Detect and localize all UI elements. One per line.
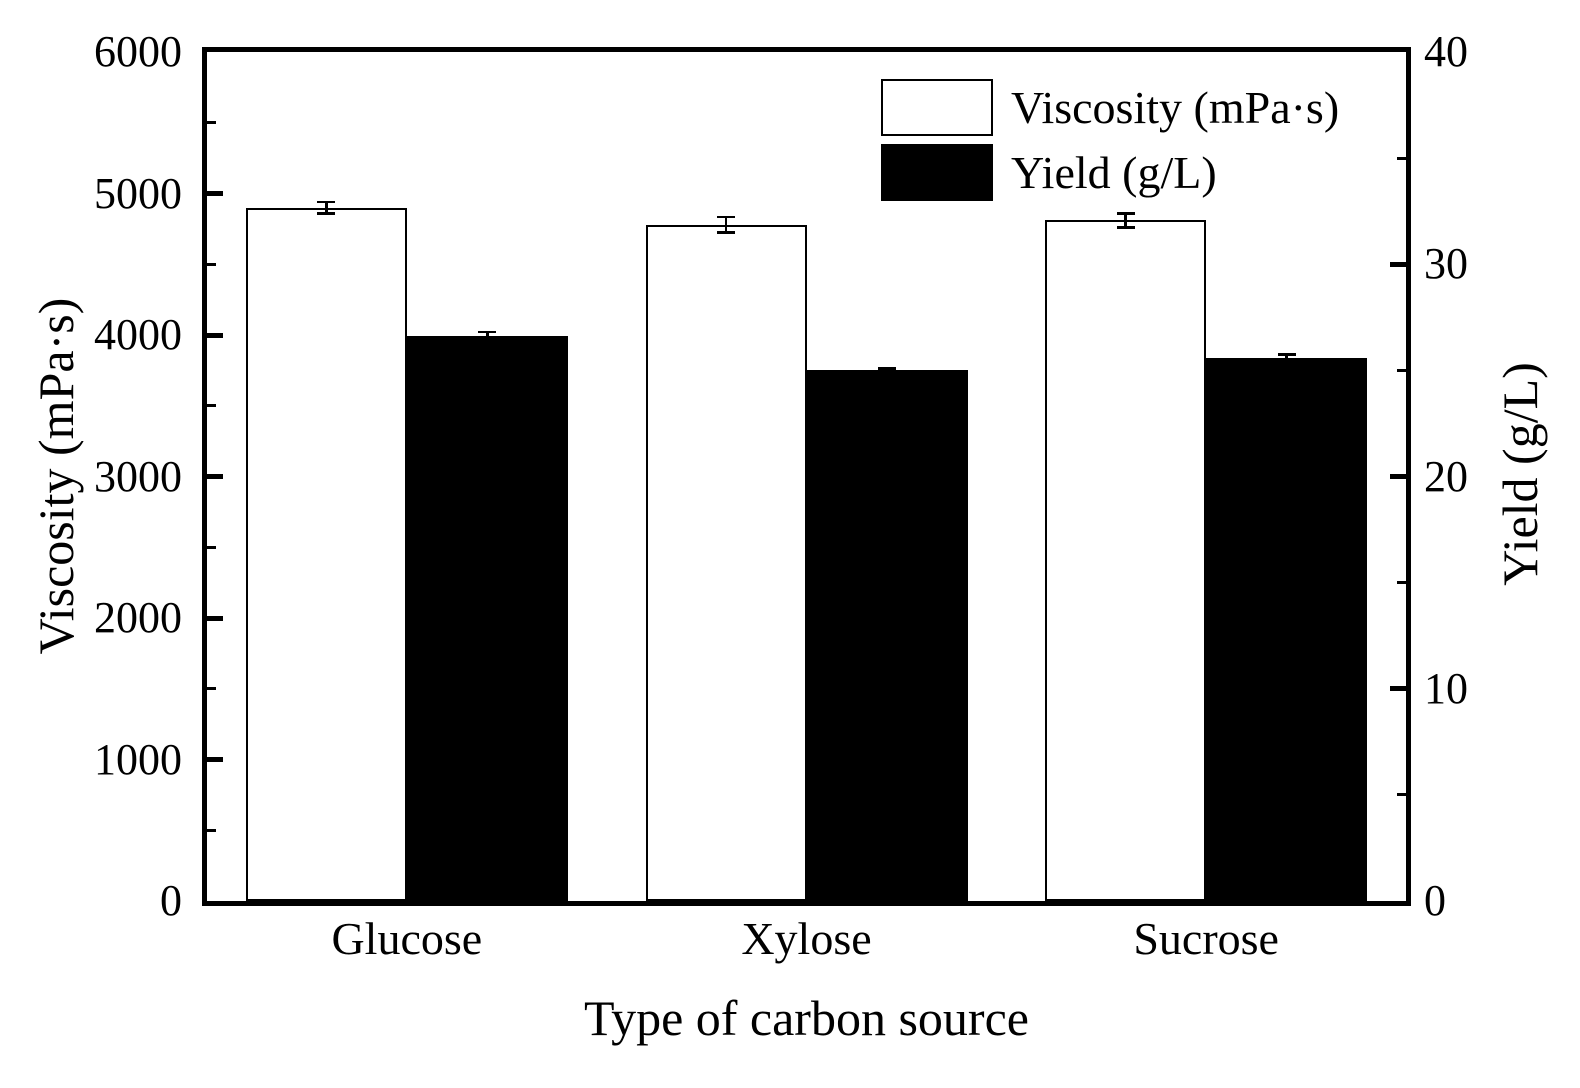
right-axis-title: Yield (g/L) [1492,362,1548,586]
errorbar-viscosity-xylose-line [724,216,728,233]
left-axis-tick-label: 4000 [94,310,182,359]
left-axis-major-tick [207,757,223,762]
plot-area: Viscosity (mPa·s) Yield (g/L) 0 1000 2000 3… [94,29,1468,962]
errorbar-viscosity-sucrose-cap-top [1116,212,1135,215]
legend-item-yield: Yield (g/L) [881,144,1217,201]
legend-swatch-viscosity [881,79,993,136]
legend-label-yield: Yield (g/L) [1011,147,1217,198]
errorbar-yield-xylose-cap-bottom [878,371,896,374]
errorbar-viscosity-sucrose-line [1124,213,1127,228]
right-axis-tick-label: 40 [1424,27,1468,76]
errorbar-yield-sucrose-line [1285,354,1288,361]
left-axis-major-tick [207,474,223,479]
errorbar-viscosity-xylose-cap-top [717,215,735,219]
left-axis-major-tick [207,332,223,338]
bar-viscosity-sucrose [1045,220,1207,901]
bar-viscosity-glucose [245,207,407,901]
right-axis-tick-label: 0 [1424,876,1446,925]
right-axis-major-tick [1390,474,1406,479]
right-axis-minor-tick [1397,581,1406,585]
left-axis-tick-label: 3000 [94,451,182,501]
legend-item-viscosity: Viscosity (mPa·s) [881,79,1339,136]
errorbar-yield-glucose-cap-top [478,330,497,334]
errorbar-yield-glucose-cap-bottom [478,339,497,342]
left-axis-minor-tick [207,687,216,691]
errorbar-viscosity-sucrose-cap-bottom [1116,226,1135,229]
right-axis-tick-label: 20 [1424,451,1468,501]
errorbar-yield-xylose-line [885,368,889,373]
right-axis-major-tick [1390,686,1406,692]
category-label-xylose: Xylose [741,913,872,964]
left-axis-minor-tick [207,404,216,408]
category-label-sucrose: Sucrose [1133,913,1279,964]
legend-swatch-yield [881,144,993,201]
left-axis-minor-tick [207,121,216,125]
left-axis-tick-label: 1000 [94,734,182,784]
right-axis-minor-tick [1397,793,1406,797]
legend-label-viscosity: Viscosity (mPa·s) [1011,82,1340,133]
left-axis-minor-tick [207,828,216,832]
bar-yield-glucose [406,336,568,901]
bar-yield-xylose [806,370,968,901]
left-axis-minor-tick [207,545,216,549]
x-axis-title: Type of carbon source [584,990,1029,1046]
left-axis-tick-label: 5000 [94,168,182,218]
errorbar-viscosity-glucose-cap-bottom [317,212,336,215]
left-axis-minor-tick [207,262,216,266]
bar-viscosity-xylose [645,224,807,901]
left-axis-tick-label: 2000 [94,593,182,642]
errorbar-yield-sucrose-cap-top [1277,353,1296,356]
errorbar-yield-xylose-cap-top [878,367,896,370]
errorbar-viscosity-glucose-line [325,201,328,214]
right-axis-minor-tick [1397,156,1406,160]
errorbar-viscosity-glucose-cap-top [317,200,336,204]
left-axis-major-tick [207,615,223,621]
left-axis-title: Viscosity (mPa·s) [28,297,84,655]
bar-yield-sucrose [1206,357,1368,901]
left-axis-tick-label: 6000 [94,27,182,76]
errorbar-yield-glucose-line [486,332,489,341]
right-axis-major-tick [1390,261,1406,267]
category-label-glucose: Glucose [331,913,483,964]
left-axis-major-tick [207,191,223,196]
errorbar-viscosity-xylose-cap-bottom [717,231,735,234]
left-axis-tick-label: 0 [160,876,182,925]
right-axis-tick-label: 10 [1424,663,1468,713]
right-axis-minor-tick [1397,368,1406,372]
errorbar-yield-sucrose-cap-bottom [1277,359,1296,363]
right-axis-tick-label: 30 [1424,239,1468,289]
